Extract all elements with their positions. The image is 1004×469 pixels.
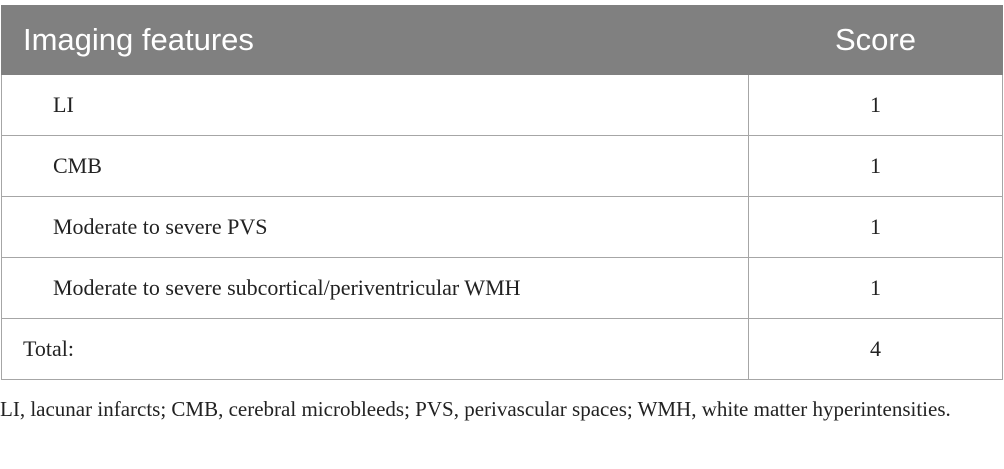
feature-cell: Total: [1, 318, 749, 380]
feature-cell: LI [1, 74, 749, 136]
header-cell: Score [748, 5, 1003, 75]
score-cell: 1 [748, 257, 1003, 319]
header-cell: Imaging features [1, 5, 749, 75]
data-table: Imaging features Score LI 1 CMB 1 Moderate t… [1, 5, 1003, 380]
feature-cell: Moderate to severe subcortical/periventr… [1, 257, 749, 319]
feature-cell: CMB [1, 135, 749, 197]
table-row: CMB 1 [1, 135, 1003, 197]
feature-cell: Moderate to severe PVS [1, 196, 749, 258]
footnote: LI, lacunar infarcts; CMB, cerebral micr… [0, 397, 951, 421]
score-cell: 1 [748, 74, 1003, 136]
header-row: Imaging features Score [1, 5, 1003, 75]
score-cell: 1 [748, 135, 1003, 197]
table-row: Moderate to severe PVS 1 [1, 196, 1003, 258]
table-row: LI 1 [1, 74, 1003, 136]
table-row: Total: 4 [1, 318, 1003, 380]
table-row: Moderate to severe subcortical/periventr… [1, 257, 1003, 319]
score-cell: 1 [748, 196, 1003, 258]
score-cell: 4 [748, 318, 1003, 380]
